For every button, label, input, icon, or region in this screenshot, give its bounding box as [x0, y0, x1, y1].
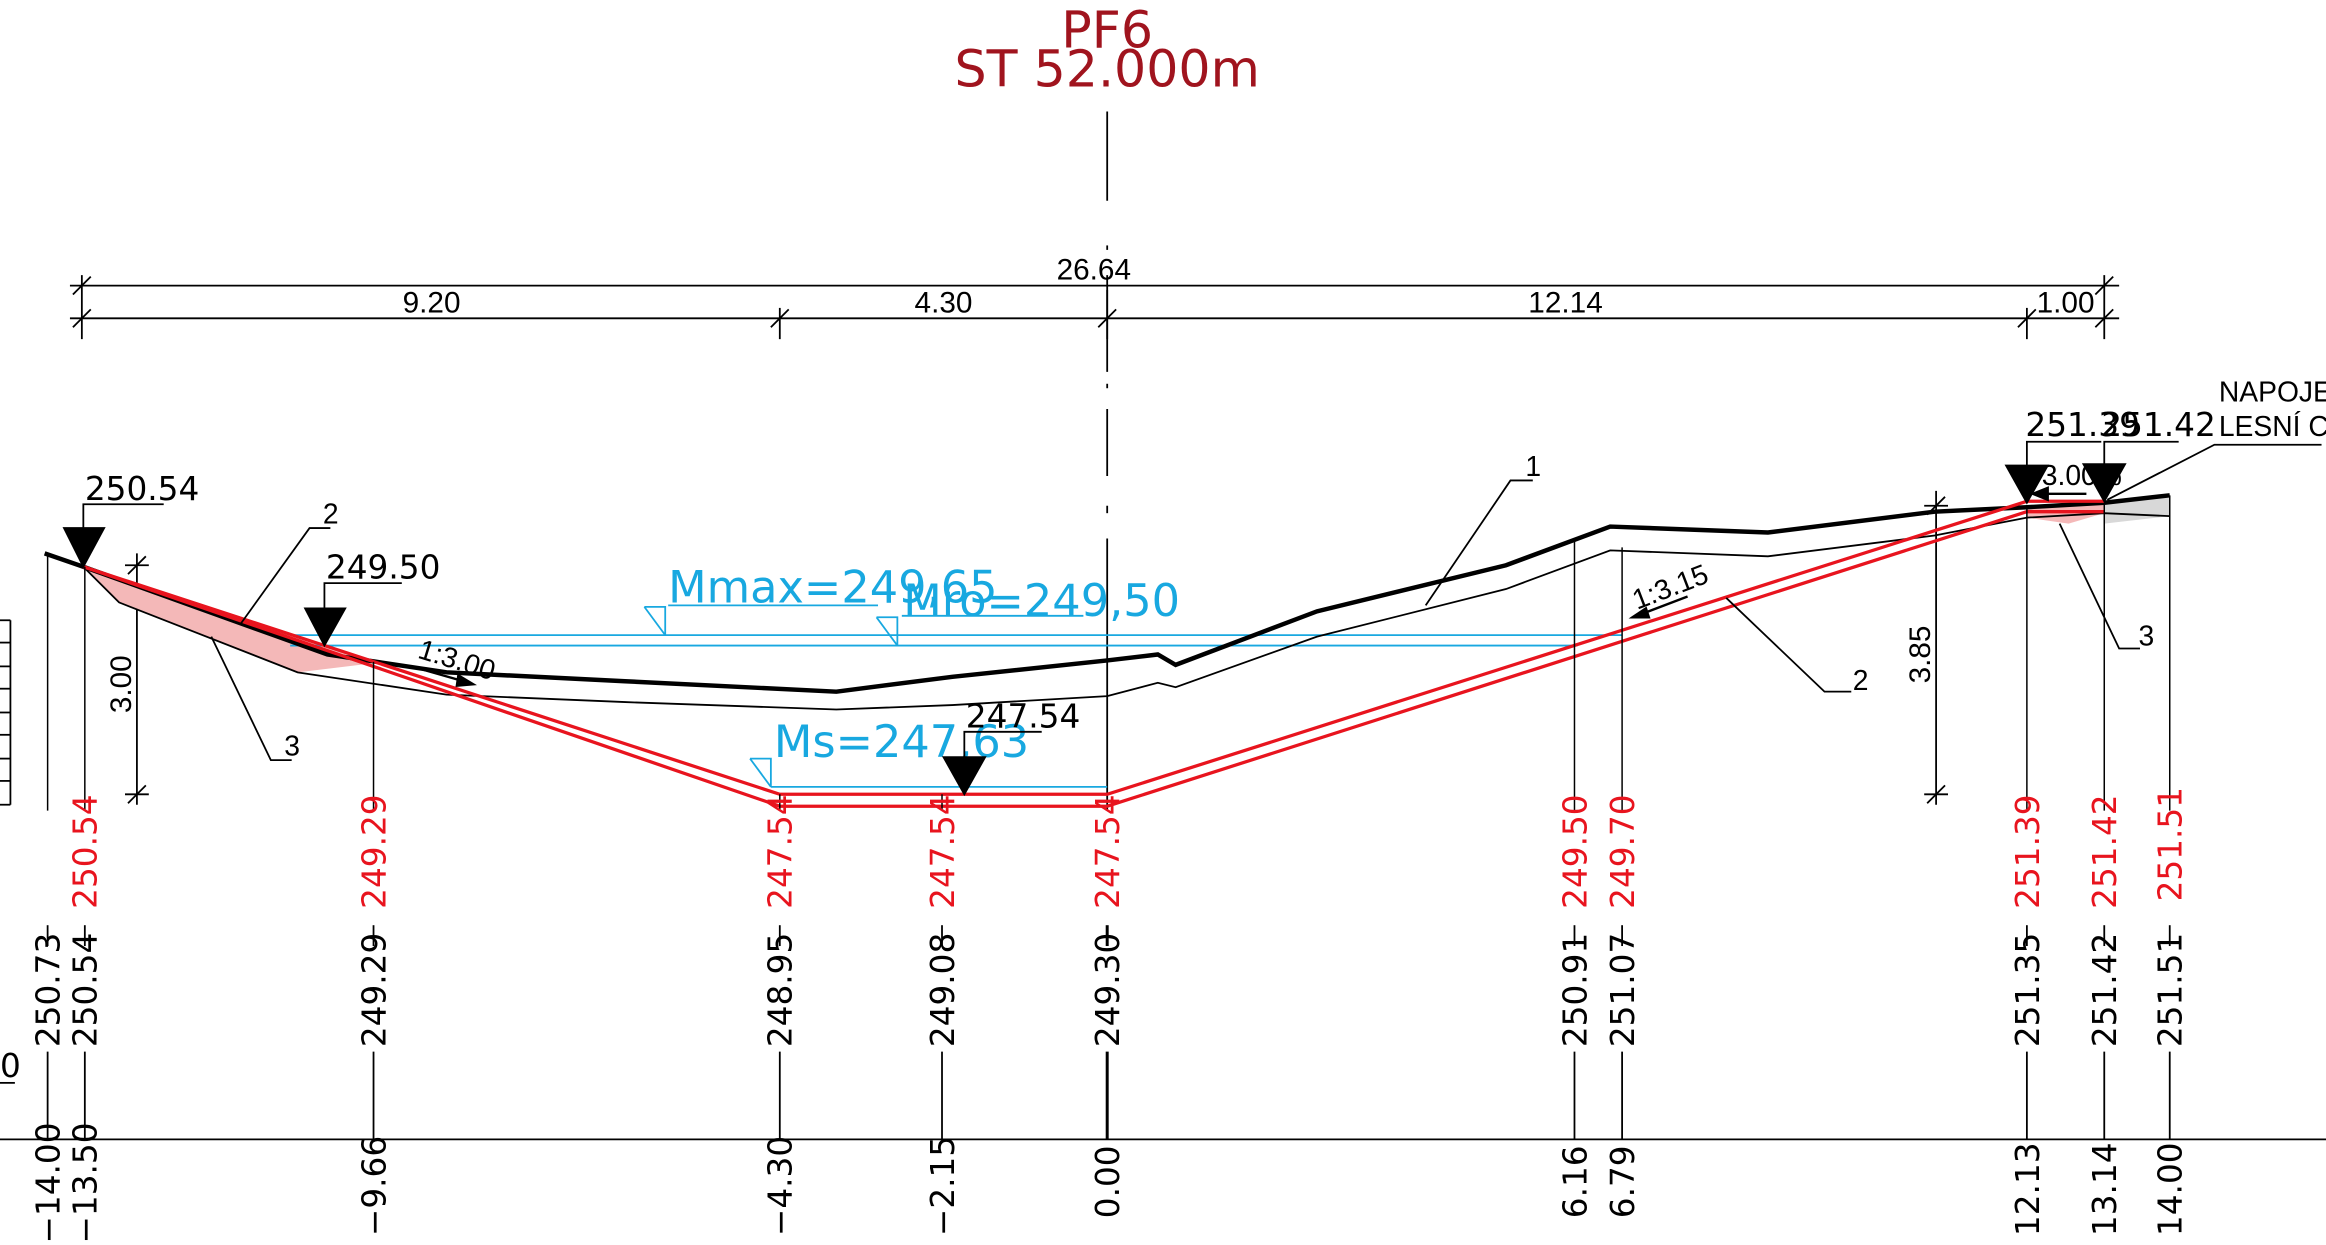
design-elev: 249.50 — [1556, 794, 1594, 908]
design-elev: 251.39 — [2009, 794, 2047, 908]
terrain-line — [43, 493, 2170, 694]
design-elev: 247.54 — [924, 794, 962, 908]
station-value: −14.00 — [30, 1122, 68, 1243]
dim-1214: 12.14 — [1528, 286, 1602, 319]
note-line-2: LESNÍ CESTU — [2219, 410, 2326, 442]
dim-920: 9.20 — [403, 286, 461, 319]
station-value: −4.30 — [762, 1136, 800, 1236]
terrain-elevation-row: 250.73 250.54 249.29 248.95 249.08 249.3… — [30, 933, 2190, 1047]
terrain-elev: 249.08 — [924, 933, 962, 1047]
water-s: Ms=247,63 — [774, 716, 1029, 768]
table-ticks — [0, 925, 2326, 1141]
terrain-elev: 251.35 — [2009, 933, 2047, 1047]
terrain-elev: 250.73 — [30, 933, 68, 1047]
height-right: 3.85 — [1904, 626, 1937, 684]
note-line-1: NAPOJENÍ NA — [2219, 376, 2326, 408]
station-value: 12.13 — [2009, 1142, 2047, 1236]
left-fragment-text: 0 — [0, 1047, 21, 1085]
terrain-elev: 250.54 — [67, 933, 105, 1047]
station-value: 6.16 — [1556, 1145, 1594, 1218]
design-elev: 251.51 — [2152, 787, 2190, 901]
water-max: Mmax=249,65 — [668, 561, 997, 613]
dim-430: 4.30 — [915, 286, 973, 319]
callout-3-right: 3 — [2138, 620, 2154, 652]
dimension-lines — [69, 275, 2120, 340]
elev-left-bank: 249.50 — [326, 549, 441, 587]
design-elev: 249.70 — [1604, 794, 1642, 908]
station-value: 14.00 — [2152, 1142, 2190, 1236]
design-elev: 249.29 — [355, 794, 393, 908]
height-dimensions — [125, 490, 1949, 805]
design-elev: 247.54 — [1089, 794, 1127, 908]
design-elev: 251.42 — [2086, 794, 2124, 908]
callout-leaders — [210, 443, 2322, 761]
elev-bottom: 247.54 — [966, 697, 1081, 735]
station-value: −2.15 — [924, 1136, 962, 1236]
dim-total: 26.64 — [1057, 254, 1131, 287]
callout-2-right: 2 — [1853, 664, 1869, 696]
design-line-outer — [82, 510, 2105, 808]
subgrade-line — [82, 512, 2170, 711]
design-line-inner — [82, 499, 2105, 796]
slope-arrows — [416, 486, 2087, 688]
terrain-elev: 251.51 — [2152, 933, 2190, 1047]
profile-title: PF6 — [1061, 1, 1153, 60]
elev-right-b: 251.42 — [2101, 406, 2216, 444]
terrain-elev: 251.42 — [2086, 933, 2124, 1047]
station-value: 13.14 — [2086, 1142, 2124, 1236]
water-ro: Mro=249,50 — [903, 575, 1180, 627]
design-elev: 247.54 — [762, 794, 800, 908]
elev-right-a: 251.39 — [2025, 406, 2140, 444]
station-value: 0.00 — [1089, 1145, 1127, 1218]
callout-3-left: 3 — [284, 730, 300, 762]
dim-100: 1.00 — [2037, 286, 2095, 319]
design-elevation-row: 250.54 249.29 247.54 247.54 247.54 249.5… — [67, 787, 2190, 909]
station-value: −13.50 — [67, 1122, 105, 1243]
height-left: 3.00 — [105, 655, 138, 713]
terrain-elev: 250.91 — [1556, 933, 1594, 1047]
station-row: −14.00 −13.50 −9.66 −4.30 −2.15 0.00 6.1… — [30, 1122, 2190, 1243]
slope-top: 3.00% — [2042, 459, 2122, 491]
terrain-elev: 249.30 — [1089, 933, 1127, 1047]
water-levels — [290, 604, 1623, 788]
station-value: −9.66 — [355, 1136, 393, 1236]
station-lines — [46, 495, 2171, 811]
left-table-fragment — [0, 619, 15, 1084]
elev-left-crest: 250.54 — [85, 470, 200, 508]
terrain-elev: 251.07 — [1604, 933, 1642, 1047]
design-elev: 250.54 — [67, 794, 105, 908]
elevation-markers — [62, 440, 2179, 797]
callout-2-left: 2 — [323, 498, 339, 530]
station-value: 6.79 — [1604, 1145, 1642, 1218]
callout-1: 1 — [1525, 450, 1541, 482]
terrain-elev: 249.29 — [355, 933, 393, 1047]
terrain-elev: 248.95 — [762, 933, 800, 1047]
station-title: ST 52.000m — [954, 39, 1259, 98]
